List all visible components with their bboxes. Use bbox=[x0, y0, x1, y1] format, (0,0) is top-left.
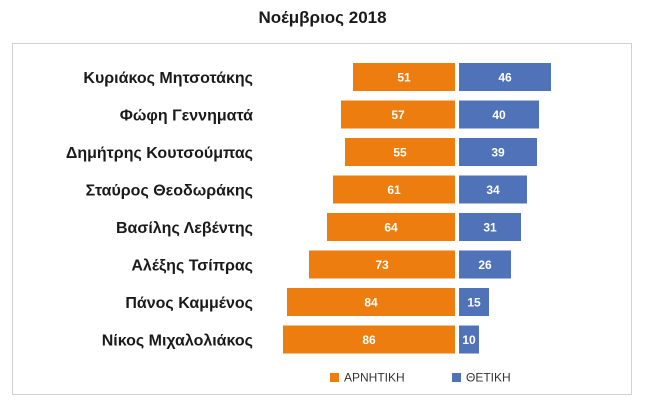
chart-frame bbox=[12, 43, 632, 395]
bar-negative bbox=[333, 175, 455, 204]
data-label-negative: 73 bbox=[375, 258, 389, 272]
bar-negative bbox=[353, 63, 455, 91]
category-label: Φώφη Γεννηματά bbox=[120, 108, 253, 125]
data-label-positive: 10 bbox=[462, 333, 476, 347]
data-label-positive: 15 bbox=[467, 296, 481, 310]
bar-positive bbox=[459, 288, 489, 316]
data-label-negative: 57 bbox=[391, 108, 405, 122]
bar-negative bbox=[287, 288, 455, 316]
category-label: Αλέξης Τσίπρας bbox=[131, 258, 253, 275]
data-label-positive: 26 bbox=[478, 258, 492, 272]
category-label: Σταύρος Θεοδωράκης bbox=[86, 183, 253, 200]
category-label: Κυριάκος Μητσοτάκης bbox=[83, 70, 253, 87]
category-label: Βασίλης Λεβέντης bbox=[116, 220, 253, 237]
data-label-negative: 61 bbox=[387, 183, 401, 197]
category-label: Δημήτρης Κουτσούμπας bbox=[66, 145, 253, 162]
data-label-positive: 46 bbox=[498, 71, 512, 85]
bar-positive bbox=[459, 213, 521, 241]
legend-swatch bbox=[452, 373, 461, 382]
bar-positive bbox=[459, 138, 537, 166]
bar-positive bbox=[459, 325, 479, 354]
data-label-negative: 55 bbox=[393, 146, 407, 160]
chart-title: Νοέμβριος 2018 bbox=[258, 8, 387, 27]
bar-positive bbox=[459, 175, 527, 204]
bar-positive bbox=[459, 100, 539, 129]
bar-negative bbox=[345, 138, 455, 166]
legend-label: ΑΡΝΗΤΙΚΗ bbox=[344, 371, 405, 385]
category-label: Πάνος Καμμένος bbox=[125, 295, 253, 312]
data-label-negative: 84 bbox=[364, 296, 378, 310]
data-label-positive: 39 bbox=[491, 146, 505, 160]
data-label-positive: 34 bbox=[486, 183, 500, 197]
data-label-negative: 64 bbox=[384, 221, 398, 235]
bar-negative bbox=[309, 250, 455, 279]
data-label-negative: 86 bbox=[362, 333, 376, 347]
data-label-positive: 40 bbox=[492, 108, 506, 122]
bar-positive bbox=[459, 63, 551, 91]
bar-negative bbox=[327, 213, 455, 241]
data-label-negative: 51 bbox=[397, 71, 411, 85]
category-label: Νίκος Μιχαλολιάκος bbox=[102, 333, 253, 350]
data-label-positive: 31 bbox=[483, 221, 497, 235]
legend-label: ΘΕΤΙΚΗ bbox=[466, 371, 511, 385]
bar-negative bbox=[283, 325, 455, 354]
bar-negative bbox=[341, 100, 455, 129]
legend-swatch bbox=[330, 373, 339, 382]
bar-positive bbox=[459, 250, 511, 279]
